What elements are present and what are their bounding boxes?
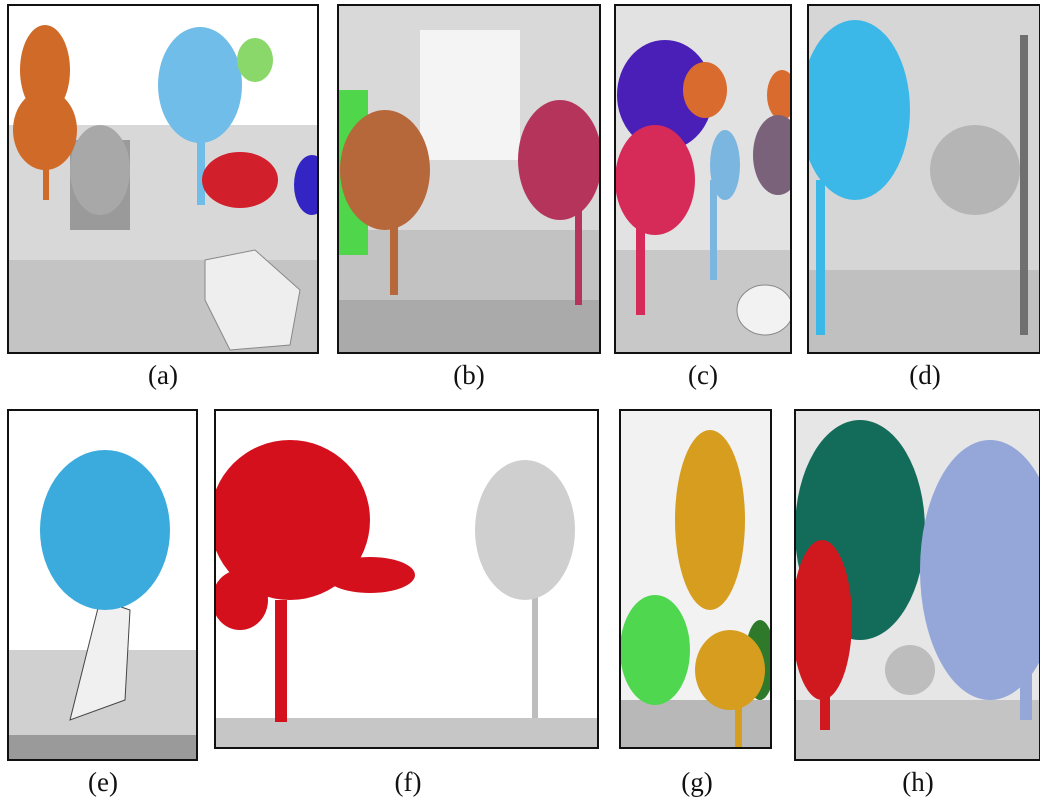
region [808,270,1040,353]
point-cloud-shape [212,570,268,630]
panel-label: (g) [681,767,712,797]
region [575,200,582,305]
panel-d-image [800,5,1040,353]
region [8,735,197,760]
point-cloud-shape [753,115,803,195]
point-cloud-shape [800,20,910,200]
panel-g-image [620,410,775,748]
panel-label: (h) [902,767,933,797]
point-cloud-shape [325,557,415,593]
region [338,300,600,353]
point-cloud-shape [792,540,852,700]
point-cloud-shape [237,38,273,82]
point-cloud-shape [683,62,727,118]
panel-c-image [615,5,803,353]
point-cloud-shape [475,460,575,600]
point-cloud-shape [518,100,602,220]
point-cloud-shape [767,70,797,120]
panel-label: (b) [453,360,484,390]
panel-label: (e) [88,767,118,797]
point-cloud-shape [695,630,765,710]
region [420,30,520,160]
point-cloud-shape [615,125,695,235]
point-cloud-shape [40,450,170,610]
point-cloud-shape [294,155,330,215]
region [275,600,287,722]
region [795,700,1040,760]
region [710,180,717,280]
point-cloud-shape [340,110,430,230]
figure: (a) (b) (c) (d) (e) (f) (g) (h) [0,0,1040,803]
panel-label: (a) [148,360,178,390]
region [1020,35,1028,335]
point-cloud-shape [675,430,745,610]
point-cloud-shape [710,130,740,200]
region [215,718,598,748]
point-cloud-shape [70,125,130,215]
region [620,700,771,748]
panel-f-image [210,410,598,748]
region [532,590,538,718]
point-cloud-shape [737,285,793,335]
panel-label: (c) [688,360,718,390]
point-cloud-shape [620,595,690,705]
point-cloud-shape [158,27,242,143]
point-cloud-shape [202,152,278,208]
panel-b-image [338,5,602,353]
region [816,180,825,335]
panel-label: (d) [909,360,940,390]
panel-label: (f) [395,767,422,797]
point-cloud-shape [885,645,935,695]
point-cloud-shape [930,125,1020,215]
panel-e-image [8,410,197,760]
point-cloud-shape [13,90,77,170]
panel-a-image [8,5,330,353]
panel-h-image [792,410,1040,760]
